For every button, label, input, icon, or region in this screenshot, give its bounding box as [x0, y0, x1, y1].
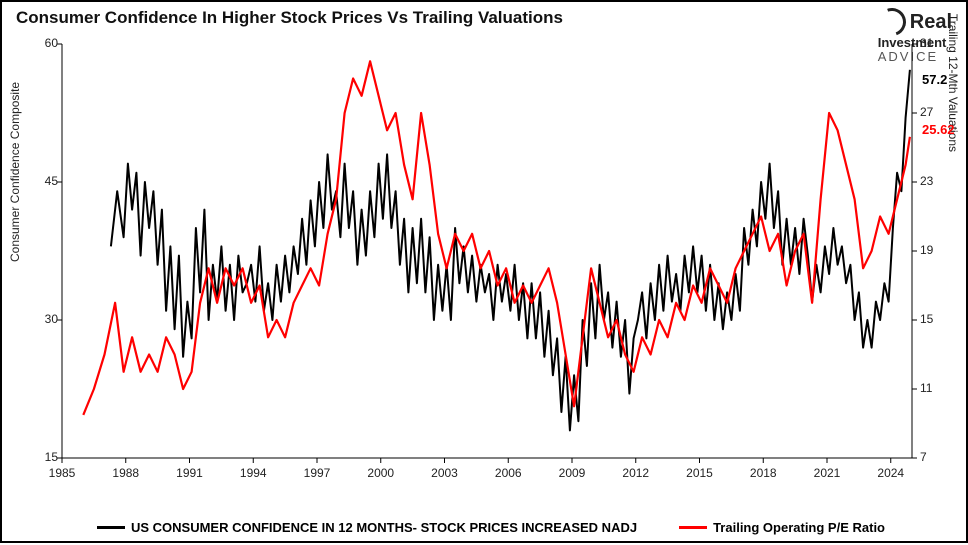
y-right-tick: 19: [920, 243, 933, 257]
x-tick: 2012: [622, 466, 649, 480]
y-right-tick: 27: [920, 105, 933, 119]
x-tick: 1988: [112, 466, 139, 480]
y-left-tick: 60: [38, 36, 58, 50]
y-right-tick: 23: [920, 174, 933, 188]
y-right-tick: 7: [920, 450, 927, 464]
legend-swatch: [97, 526, 125, 529]
chart-plot-area: [2, 2, 968, 545]
x-tick: 2021: [814, 466, 841, 480]
x-tick: 1997: [304, 466, 331, 480]
x-tick: 2009: [559, 466, 586, 480]
y-right-tick: 15: [920, 312, 933, 326]
y-left-tick: 30: [38, 312, 58, 326]
legend-swatch: [679, 526, 707, 529]
chart-legend: US CONSUMER CONFIDENCE IN 12 MONTHS- STO…: [2, 517, 966, 535]
x-tick: 1991: [176, 466, 203, 480]
y-left-tick: 15: [38, 450, 58, 464]
x-tick: 2024: [877, 466, 904, 480]
end-value-callout: 57.2: [922, 72, 947, 87]
series-pe_ratio: [83, 61, 910, 415]
end-value-callout: 25.62: [922, 122, 955, 137]
y-right-tick: 31: [920, 36, 933, 50]
x-tick: 1994: [240, 466, 267, 480]
legend-item: Trailing Operating P/E Ratio: [665, 520, 885, 535]
series-confidence: [111, 70, 910, 431]
x-tick: 2000: [367, 466, 394, 480]
x-tick: 2015: [686, 466, 713, 480]
y-left-tick: 45: [38, 174, 58, 188]
x-tick: 1985: [49, 466, 76, 480]
x-tick: 2006: [495, 466, 522, 480]
y-right-tick: 11: [920, 381, 932, 395]
legend-item: US CONSUMER CONFIDENCE IN 12 MONTHS- STO…: [83, 520, 637, 535]
x-tick: 2018: [750, 466, 777, 480]
x-tick: 2003: [431, 466, 458, 480]
